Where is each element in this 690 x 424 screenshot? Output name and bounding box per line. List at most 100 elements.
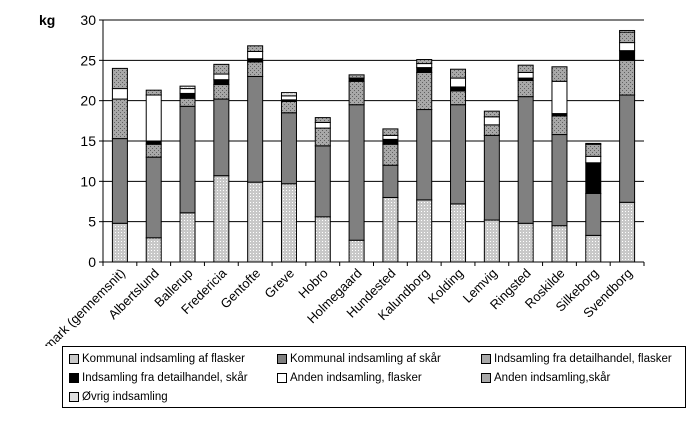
bar-segment <box>483 110 500 118</box>
bar-stack <box>179 85 196 263</box>
bar-segment <box>314 117 331 123</box>
bar-segment <box>483 116 500 126</box>
bar-segment <box>585 192 602 236</box>
bar-stack <box>517 64 534 263</box>
bar-segment <box>213 63 230 75</box>
bar-segment <box>348 74 365 79</box>
bar-segment <box>416 71 433 111</box>
bar-segment <box>213 84 230 100</box>
bar-stack <box>280 92 297 263</box>
bar-segment <box>280 92 297 97</box>
bar-segment <box>382 134 399 140</box>
bar-segment <box>585 155 602 164</box>
bar-stack <box>382 128 399 263</box>
bars <box>111 29 636 263</box>
bar-segment <box>450 104 467 205</box>
bar-stack <box>145 89 162 263</box>
bar-stack <box>483 110 500 263</box>
legend-swatch <box>481 373 491 383</box>
legend-label: Indsamling fra detailhandel, flasker <box>494 353 672 365</box>
bar-segment <box>517 71 534 79</box>
bar-segment <box>416 199 433 263</box>
bar-stack <box>247 45 264 263</box>
bar-segment <box>348 104 365 241</box>
bar-segment <box>416 67 433 73</box>
legend-label: Anden indsamling, flasker <box>290 372 422 384</box>
bar-segment <box>483 124 500 136</box>
bar-segment <box>247 75 264 183</box>
bar-segment <box>348 239 365 263</box>
bar-segment <box>382 128 399 136</box>
bar-segment <box>314 216 331 263</box>
bar-segment <box>314 127 331 147</box>
bar-segment <box>145 94 162 142</box>
bar-segment <box>111 222 128 263</box>
legend: Kommunal indsamling af flasker Kommunal i… <box>62 346 686 408</box>
bar-segment <box>551 225 568 263</box>
bar-segment <box>517 64 534 73</box>
bar-segment <box>247 181 264 263</box>
bar-segment <box>179 88 196 94</box>
bar-segment <box>382 138 399 145</box>
bar-segment <box>416 63 433 69</box>
bar-segment <box>213 79 230 86</box>
bar-stack <box>111 67 128 263</box>
bar-segment <box>145 143 162 158</box>
bar-segment <box>179 212 196 263</box>
y-tick-label: 20 <box>80 93 96 109</box>
bar-segment <box>416 109 433 201</box>
bar-segment <box>450 77 467 88</box>
y-tick-label: 15 <box>80 133 96 149</box>
bar-segment <box>145 156 162 239</box>
bar-stack <box>348 74 365 263</box>
bar-segment <box>111 67 128 90</box>
bar-segment <box>280 95 297 101</box>
bar-stack <box>585 142 602 263</box>
bar-segment <box>213 73 230 81</box>
bar-stack <box>551 66 568 263</box>
legend-label: Øvrig indsamling <box>82 391 168 403</box>
bar-segment <box>619 42 636 52</box>
y-axis-label: kg <box>39 12 55 28</box>
bar-segment <box>111 88 128 100</box>
bar-segment <box>247 61 264 77</box>
bar-segment <box>247 50 264 60</box>
bar-segment <box>179 105 196 214</box>
y-tick-label: 0 <box>88 254 96 270</box>
y-tick-label: 5 <box>88 214 96 230</box>
legend-label: Indsamling fra detailhandel, skår <box>82 372 248 384</box>
legend-label: Kommunal indsamling af flasker <box>82 353 245 365</box>
legend-item: Indsamling fra detailhandel, skår <box>69 372 248 384</box>
bar-segment <box>382 196 399 263</box>
x-tick-label: Kolding <box>425 266 466 307</box>
bar-segment <box>619 201 636 263</box>
axes <box>99 19 645 266</box>
legend-swatch <box>69 354 79 364</box>
bar-segment <box>450 90 467 106</box>
bar-segment <box>619 31 636 44</box>
legend-item: Kommunal indsamling af flasker <box>69 353 245 365</box>
legend-item: Anden indsamling,skår <box>481 372 610 384</box>
bar-segment <box>314 145 331 218</box>
bar-segment <box>145 237 162 263</box>
bar-stack <box>314 117 331 263</box>
bar-segment <box>551 115 568 136</box>
bar-stack <box>213 63 230 263</box>
legend-item: Kommunal indsamling af skår <box>277 353 441 365</box>
y-tick-label: 30 <box>80 12 96 28</box>
legend-swatch <box>69 392 79 402</box>
bar-stack <box>416 59 433 263</box>
bar-segment <box>551 134 568 227</box>
bar-segment <box>450 203 467 263</box>
bar-segment <box>179 85 196 90</box>
bar-segment <box>179 97 196 107</box>
bar-segment <box>382 143 399 166</box>
y-tick-labels: 0 5 10 15 20 25 30 <box>80 12 96 270</box>
bar-stack <box>619 29 636 263</box>
bar-segment <box>145 89 162 96</box>
y-tick-label: 10 <box>80 173 96 189</box>
bar-segment <box>517 96 534 224</box>
legend-label: Kommunal indsamling af skår <box>290 353 441 365</box>
bar-segment <box>280 112 297 185</box>
bar-segment <box>619 29 636 33</box>
